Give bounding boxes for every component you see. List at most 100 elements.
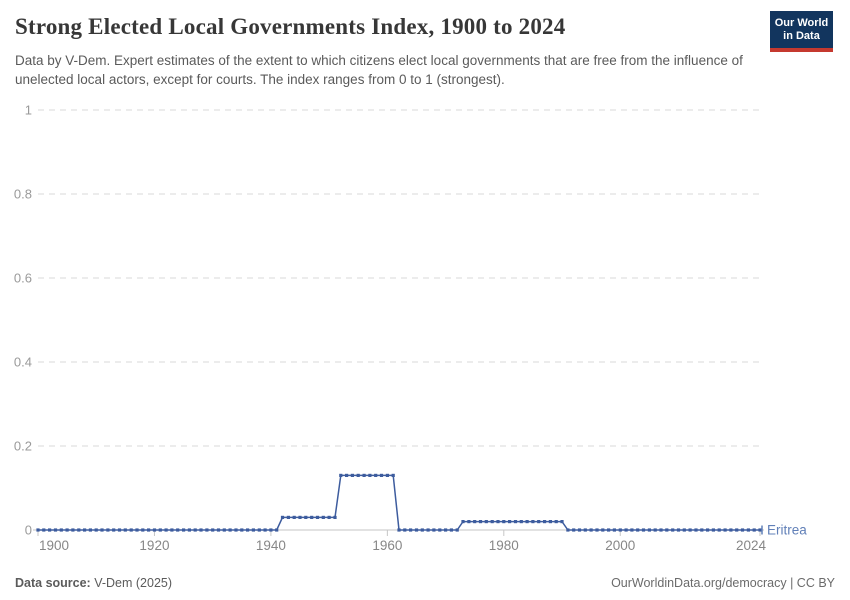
data-point-marker (426, 528, 430, 532)
data-point-marker (117, 528, 122, 532)
data-point-marker (688, 528, 692, 532)
data-point-marker (478, 520, 483, 524)
data-point-marker (589, 528, 593, 532)
data-point-marker (525, 520, 529, 524)
data-point-marker (560, 520, 564, 524)
data-point-marker (94, 528, 98, 532)
data-point-marker (106, 528, 110, 532)
data-point-marker (595, 528, 599, 532)
data-point-marker (601, 528, 605, 532)
data-point-marker (577, 528, 582, 532)
owid-credit-link[interactable]: OurWorldinData.org/democracy | CC BY (611, 576, 835, 590)
data-point-marker (129, 528, 133, 532)
data-point-marker (170, 528, 174, 532)
data-point-marker (409, 528, 413, 532)
data-point-marker (624, 528, 628, 532)
data-point-marker (618, 528, 622, 532)
data-point-marker (519, 520, 523, 524)
data-point-marker (752, 528, 756, 532)
data-point-marker (228, 528, 232, 532)
data-point-marker (548, 520, 552, 524)
data-point-marker (729, 528, 733, 532)
series-label-eritrea[interactable]: Eritrea (767, 523, 807, 538)
data-point-marker (740, 528, 745, 532)
data-point-marker (513, 520, 518, 524)
data-point-marker (746, 528, 750, 532)
chart-footer: Data source: V-Dem (2025) OurWorldinData… (15, 576, 835, 590)
data-point-marker (496, 520, 500, 524)
data-point-marker (246, 528, 250, 532)
data-point-marker (199, 528, 203, 532)
data-point-marker (671, 528, 675, 532)
data-point-marker (280, 515, 285, 519)
data-point-marker (473, 520, 477, 524)
data-point-marker (42, 528, 46, 532)
y-tick-label: 0.4 (14, 355, 32, 370)
x-tick-label: 1960 (372, 538, 402, 553)
data-point-marker (706, 528, 710, 532)
data-point-marker (263, 528, 267, 532)
data-point-marker (205, 528, 209, 532)
data-point-marker (100, 528, 104, 532)
data-point-marker (653, 528, 657, 532)
data-point-marker (467, 520, 471, 524)
data-point-marker (164, 528, 168, 532)
data-point-marker (339, 473, 343, 477)
data-point-marker (327, 515, 331, 519)
data-point-marker (88, 528, 92, 532)
data-source-label: Data source: (15, 576, 91, 590)
data-point-marker (397, 528, 401, 532)
chart-subtitle: Data by V-Dem. Expert estimates of the e… (15, 53, 743, 87)
data-point-marker (711, 528, 715, 532)
data-point-marker (659, 528, 663, 532)
data-point-marker (304, 515, 308, 519)
data-point-marker (77, 528, 81, 532)
data-point-marker (758, 528, 762, 532)
data-point-marker (566, 528, 570, 532)
page-title: Strong Elected Local Governments Index, … (15, 14, 566, 39)
data-point-marker (403, 528, 407, 532)
series-eritrea[interactable]: Eritrea (36, 473, 807, 538)
y-axis: 0 0.2 0.4 0.6 0.8 1 (14, 103, 764, 538)
data-point-marker (414, 528, 419, 532)
data-point-marker (420, 528, 424, 532)
data-point-marker (240, 528, 244, 532)
data-point-marker (362, 473, 366, 477)
data-point-marker (234, 528, 238, 532)
data-point-marker (508, 520, 512, 524)
data-point-marker (379, 473, 384, 477)
owid-logo-line1: Our World (774, 17, 829, 29)
data-point-marker (484, 520, 488, 524)
data-point-marker (48, 528, 52, 532)
x-tick-label: 1940 (256, 538, 286, 553)
data-point-marker (531, 520, 535, 524)
data-point-marker (502, 520, 506, 524)
data-point-marker (641, 528, 646, 532)
data-point-marker (455, 528, 459, 532)
owid-logo[interactable]: Our World in Data (770, 11, 833, 52)
data-point-marker (298, 515, 302, 519)
x-tick-label: 1920 (139, 538, 169, 553)
data-point-marker (315, 515, 320, 519)
data-point-marker (461, 520, 465, 524)
data-point-marker (356, 473, 360, 477)
data-point-marker (647, 528, 651, 532)
data-point-marker (152, 528, 157, 532)
y-tick-label: 0.2 (14, 439, 32, 454)
data-point-marker (193, 528, 197, 532)
series-line[interactable] (38, 474, 760, 531)
data-point-marker (71, 528, 75, 532)
data-point-marker (112, 528, 116, 532)
data-point-marker (612, 528, 616, 532)
data-point-marker (275, 528, 279, 532)
data-point-marker (717, 528, 721, 532)
data-point-marker (607, 528, 611, 532)
data-point-marker (391, 473, 395, 477)
data-point-marker (65, 528, 69, 532)
data-point-marker (292, 515, 296, 519)
owid-logo-line2: in Data (783, 30, 820, 42)
y-tick-label: 1 (25, 103, 32, 118)
data-point-marker (141, 528, 145, 532)
